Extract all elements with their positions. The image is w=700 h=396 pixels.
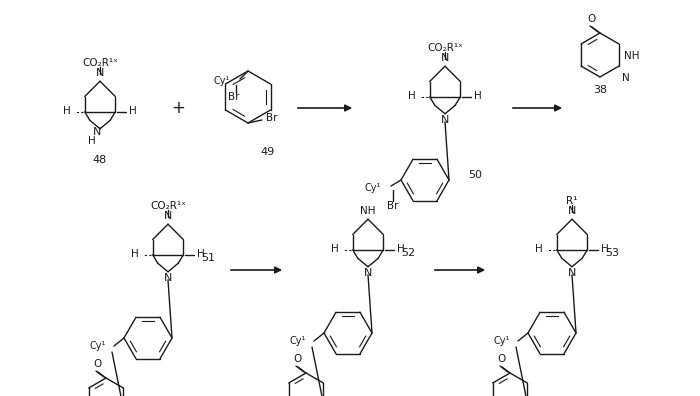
Text: O: O <box>294 354 302 364</box>
Text: 51: 51 <box>201 253 215 263</box>
Text: H: H <box>331 244 339 254</box>
Text: O: O <box>588 14 596 24</box>
Text: Br: Br <box>228 92 239 102</box>
Text: Cy¹: Cy¹ <box>90 341 106 351</box>
Text: Cy¹: Cy¹ <box>494 336 510 346</box>
Text: NH: NH <box>360 206 376 216</box>
Text: Br: Br <box>266 113 277 123</box>
Text: O: O <box>94 359 102 369</box>
Text: N: N <box>441 115 449 125</box>
Text: 53: 53 <box>605 248 619 258</box>
Text: NH: NH <box>624 51 640 61</box>
Text: 49: 49 <box>261 147 275 157</box>
Text: CO₂R¹ˣ: CO₂R¹ˣ <box>150 201 186 211</box>
Text: N: N <box>622 73 630 83</box>
Text: Cy¹: Cy¹ <box>365 183 381 193</box>
Text: H: H <box>88 136 96 146</box>
Text: H: H <box>131 249 139 259</box>
Text: CO₂R¹ˣ: CO₂R¹ˣ <box>427 43 463 53</box>
Text: H: H <box>197 249 205 259</box>
Text: R¹: R¹ <box>566 196 578 206</box>
Text: N: N <box>164 211 172 221</box>
Text: H: H <box>601 244 609 254</box>
Text: H: H <box>475 91 482 101</box>
Text: O: O <box>498 354 506 364</box>
Text: H: H <box>398 244 405 254</box>
Text: 48: 48 <box>93 155 107 165</box>
Text: N: N <box>96 68 104 78</box>
Text: +: + <box>171 99 185 117</box>
Text: 38: 38 <box>593 85 607 95</box>
Text: N: N <box>364 268 372 278</box>
Text: Cy¹: Cy¹ <box>214 76 230 86</box>
Text: N: N <box>568 206 576 216</box>
Text: Br: Br <box>387 201 399 211</box>
Text: Cy¹: Cy¹ <box>290 336 306 346</box>
Text: 52: 52 <box>401 248 415 258</box>
Text: N: N <box>441 53 449 63</box>
Text: H: H <box>535 244 542 254</box>
Text: N: N <box>568 268 576 278</box>
Text: N: N <box>164 273 172 283</box>
Text: CO₂R¹ˣ: CO₂R¹ˣ <box>82 58 118 68</box>
Text: H: H <box>408 91 416 101</box>
Text: H: H <box>63 106 71 116</box>
Text: 50: 50 <box>468 170 482 180</box>
Text: N: N <box>93 127 102 137</box>
Text: H: H <box>130 106 137 116</box>
